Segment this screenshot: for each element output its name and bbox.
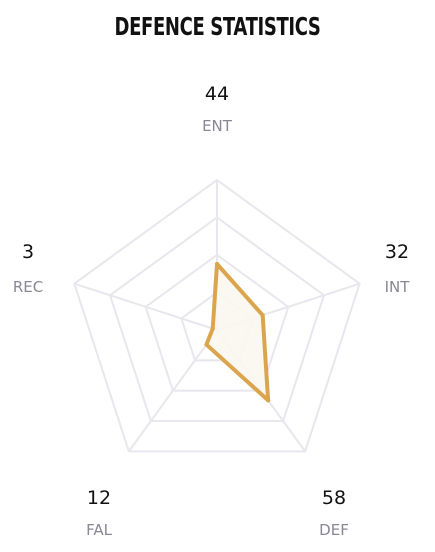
axis-label-rec: REC <box>13 278 43 296</box>
value-label-int: 32 <box>385 241 409 263</box>
data-point-rec <box>210 326 215 331</box>
data-point-fal <box>204 342 209 347</box>
grid-ring <box>73 178 361 453</box>
axis-label-int: INT <box>385 278 411 296</box>
radar-grid <box>73 178 361 453</box>
axis-label-def: DEF <box>319 521 349 539</box>
axis-labels: 44 ENT 32 INT 58 DEF 12 FAL 3 REC <box>13 83 410 539</box>
grid-ring <box>144 253 290 392</box>
data-point-ent <box>215 262 219 266</box>
chart-title: DEFENCE STATISTICS <box>114 12 321 41</box>
grid-spoke <box>128 329 218 452</box>
value-label-def: 58 <box>322 487 346 509</box>
data-point-def <box>266 398 271 403</box>
series-polygon <box>204 262 271 403</box>
value-label-ent: 44 <box>205 83 229 105</box>
axis-label-fal: FAL <box>86 521 113 539</box>
data-point-int <box>260 313 265 318</box>
value-label-rec: 3 <box>22 241 34 263</box>
value-label-fal: 12 <box>87 487 111 509</box>
radar-series <box>204 262 271 403</box>
axis-label-ent: ENT <box>202 117 233 135</box>
grid-ring <box>108 216 326 423</box>
grid-spoke <box>74 282 218 331</box>
